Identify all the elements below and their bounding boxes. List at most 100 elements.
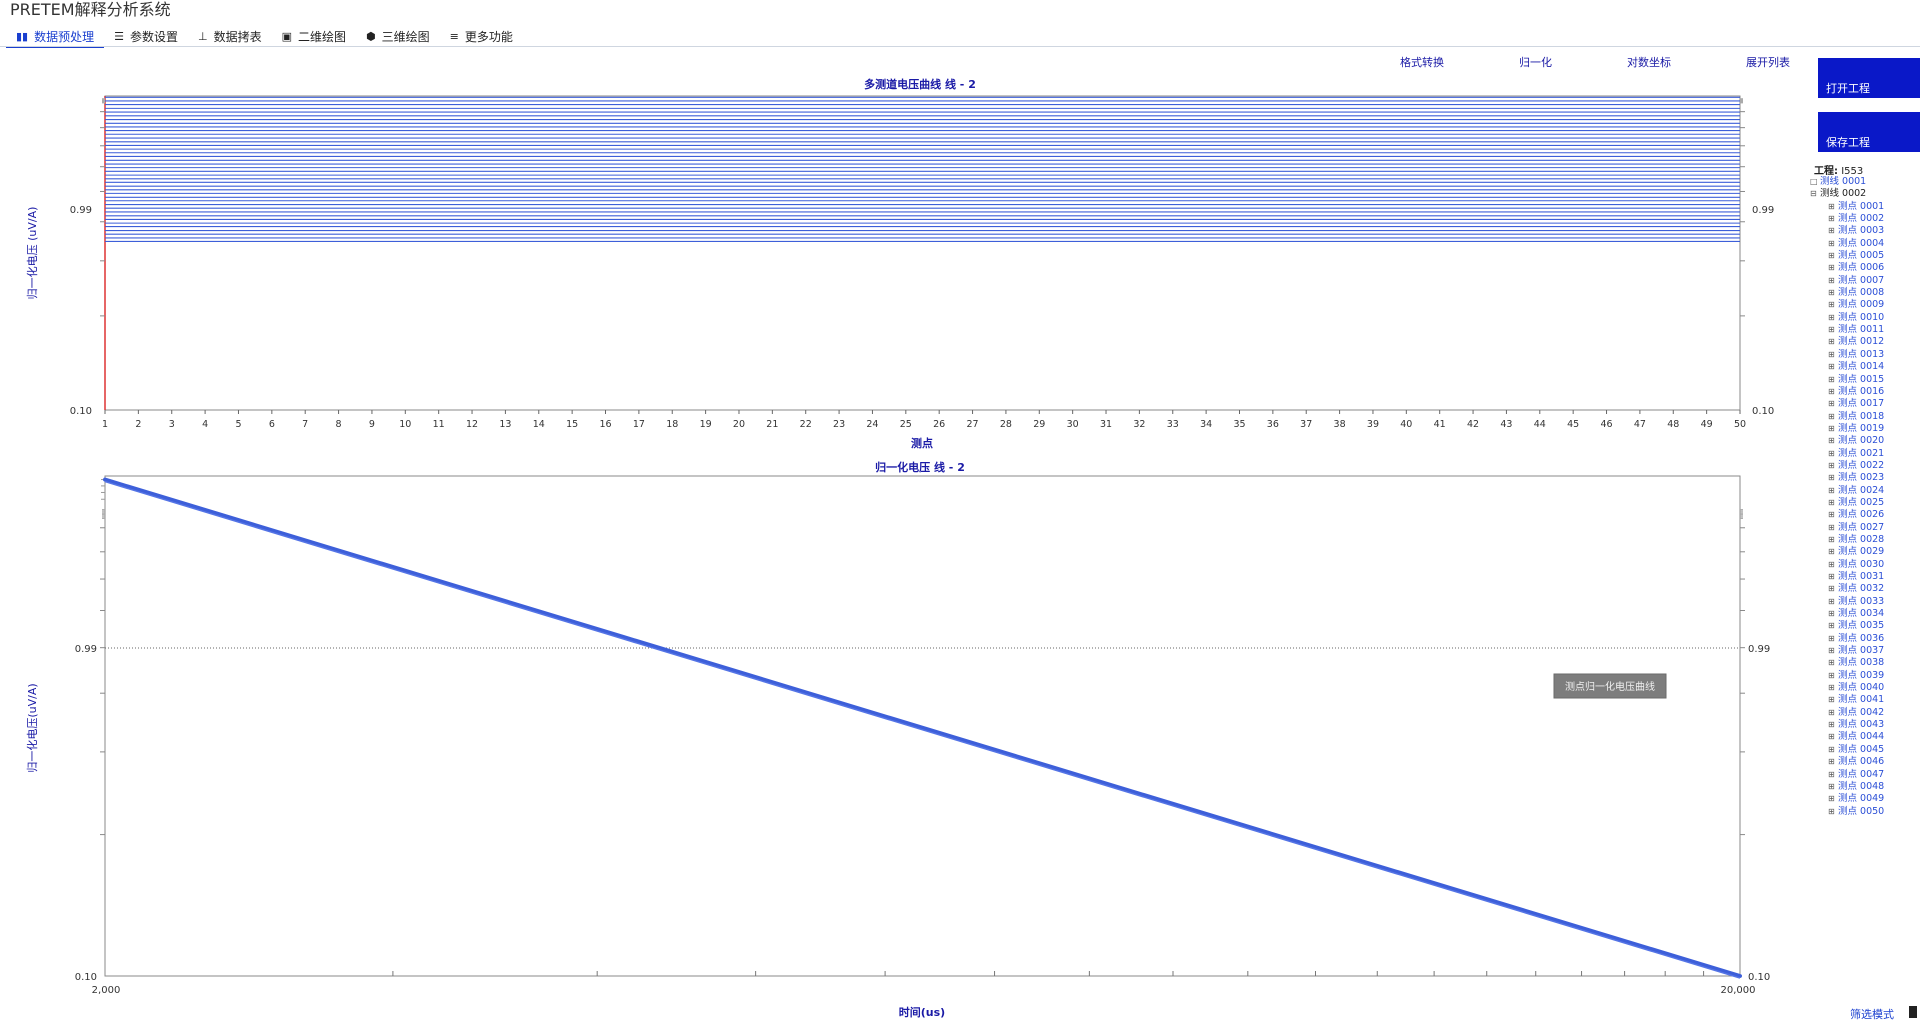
chart2-legend-box[interactable]: [1553, 673, 1667, 699]
tree-point-item[interactable]: ⊞ 测点 0016: [1810, 386, 1920, 398]
tree-toggle-icon[interactable]: ⊞: [1828, 596, 1835, 606]
tree-toggle-icon[interactable]: ⊞: [1828, 460, 1835, 470]
expand-list-button[interactable]: 展开列表: [1746, 56, 1790, 69]
filter-mode-label[interactable]: 筛选模式: [1850, 1008, 1894, 1021]
tree-point-item[interactable]: ⊞ 测点 0013: [1810, 349, 1920, 361]
tree-point-item[interactable]: ⊞ 测点 0037: [1810, 645, 1920, 657]
tree-point-item[interactable]: ⊞ 测点 0041: [1810, 694, 1920, 706]
tree-point-item[interactable]: ⊞ 测点 0007: [1810, 275, 1920, 287]
tree-point-item[interactable]: ⊞ 测点 0044: [1810, 731, 1920, 743]
tree-toggle-icon[interactable]: ⊞: [1828, 312, 1835, 322]
tree-toggle-icon[interactable]: ⊟: [1810, 189, 1817, 199]
tree-point-item[interactable]: ⊞ 测点 0050: [1810, 806, 1920, 818]
tree-toggle-icon[interactable]: ⊞: [1828, 349, 1835, 359]
tree-point-item[interactable]: ⊞ 测点 0019: [1810, 423, 1920, 435]
tree-point-item[interactable]: ⊞ 测点 0027: [1810, 522, 1920, 534]
tab-3d-plot[interactable]: ⬢ 三维绘图: [356, 26, 440, 46]
tree-point-item[interactable]: ⊞ 测点 0034: [1810, 608, 1920, 620]
tree-point-item[interactable]: ⊞ 测点 0006: [1810, 262, 1920, 274]
tree-toggle-icon[interactable]: ⊞: [1828, 473, 1835, 483]
tree-toggle-icon[interactable]: ⊞: [1828, 411, 1835, 421]
tree-toggle-icon[interactable]: ⊞: [1828, 423, 1835, 433]
format-convert-button[interactable]: 格式转换: [1400, 56, 1444, 69]
tree-point-item[interactable]: ⊞ 测点 0024: [1810, 485, 1920, 497]
tree-toggle-icon[interactable]: ⊞: [1828, 436, 1835, 446]
tree-toggle-icon[interactable]: ⊞: [1828, 374, 1835, 384]
tree-toggle-icon[interactable]: ⊞: [1828, 547, 1835, 557]
tree-point-item[interactable]: ⊞ 测点 0011: [1810, 324, 1920, 336]
tree-toggle-icon[interactable]: ⊞: [1828, 670, 1835, 680]
tree-toggle-icon[interactable]: □: [1810, 177, 1818, 186]
tree-toggle-icon[interactable]: ⊞: [1828, 658, 1835, 668]
tree-toggle-icon[interactable]: ⊞: [1828, 510, 1835, 520]
tab-data-preprocess[interactable]: ▮▮ 数据预处理: [6, 26, 105, 48]
normalize-button[interactable]: 归一化: [1519, 56, 1552, 69]
tree-point-item[interactable]: ⊞ 测点 0032: [1810, 583, 1920, 595]
tree-toggle-icon[interactable]: ⊞: [1828, 621, 1835, 631]
tree-toggle-icon[interactable]: ⊞: [1828, 238, 1835, 248]
tree-toggle-icon[interactable]: ⊞: [1828, 448, 1835, 458]
tree-point-item[interactable]: ⊞ 测点 0015: [1810, 374, 1920, 386]
tree-toggle-icon[interactable]: ⊞: [1828, 386, 1835, 396]
tree-toggle-icon[interactable]: ⊞: [1828, 226, 1835, 236]
tree-toggle-icon[interactable]: ⊞: [1828, 522, 1835, 532]
tree-point-item[interactable]: ⊞ 测点 0021: [1810, 448, 1920, 460]
tree-toggle-icon[interactable]: ⊞: [1828, 757, 1835, 767]
tree-toggle-icon[interactable]: ⊞: [1828, 288, 1835, 298]
tree-toggle-icon[interactable]: ⊞: [1828, 646, 1835, 656]
tree-point-item[interactable]: ⊞ 测点 0003: [1810, 225, 1920, 237]
tree-toggle-icon[interactable]: ⊞: [1828, 572, 1835, 581]
tree-point-item[interactable]: ⊞ 测点 0025: [1810, 497, 1920, 509]
tree-point-item[interactable]: ⊞ 测点 0043: [1810, 719, 1920, 731]
tree-toggle-icon[interactable]: ⊞: [1828, 720, 1835, 730]
tree-toggle-icon[interactable]: ⊞: [1828, 695, 1835, 705]
tree-toggle-icon[interactable]: ⊞: [1828, 251, 1835, 261]
tab-param-settings[interactable]: ☰ 参数设置: [104, 26, 188, 46]
tree-toggle-icon[interactable]: ⊞: [1828, 683, 1835, 693]
tree-point-item[interactable]: ⊞ 测点 0048: [1810, 781, 1920, 793]
tree-point-item[interactable]: ⊞ 测点 0010: [1810, 312, 1920, 324]
tree-line-0002[interactable]: ⊟ 测线 0002: [1810, 188, 1920, 200]
tree-point-item[interactable]: ⊞ 测点 0005: [1810, 250, 1920, 262]
tree-point-item[interactable]: ⊞ 测点 0040: [1810, 682, 1920, 694]
tree-point-item[interactable]: ⊞ 测点 0022: [1810, 460, 1920, 472]
tree-toggle-icon[interactable]: ⊞: [1828, 744, 1835, 754]
tree-toggle-icon[interactable]: ⊞: [1828, 362, 1835, 372]
tree-toggle-icon[interactable]: ⊞: [1828, 214, 1835, 224]
tree-point-item[interactable]: ⊞ 测点 0004: [1810, 238, 1920, 250]
log-axis-button[interactable]: 对数坐标: [1627, 56, 1671, 69]
tree-toggle-icon[interactable]: ⊞: [1828, 559, 1835, 569]
tree-point-item[interactable]: ⊞ 测点 0029: [1810, 546, 1920, 558]
save-project-button[interactable]: 保存工程: [1818, 112, 1920, 152]
tab-data-table[interactable]: ⊥ 数据拷表: [188, 26, 272, 46]
tree-point-item[interactable]: ⊞ 测点 0031: [1810, 571, 1920, 583]
tree-point-item[interactable]: ⊞ 测点 0017: [1810, 398, 1920, 410]
tree-toggle-icon[interactable]: ⊞: [1828, 732, 1835, 742]
tree-toggle-icon[interactable]: ⊞: [1828, 201, 1835, 211]
tree-line-0001[interactable]: □ 测线 0001: [1810, 176, 1920, 188]
tree-point-item[interactable]: ⊞ 测点 0014: [1810, 361, 1920, 373]
tree-toggle-icon[interactable]: ⊞: [1828, 794, 1835, 804]
tree-toggle-icon[interactable]: ⊞: [1828, 399, 1835, 409]
tree-point-item[interactable]: ⊞ 测点 0039: [1810, 670, 1920, 682]
tree-toggle-icon[interactable]: ⊞: [1828, 769, 1835, 779]
tab-2d-plot[interactable]: ▣ 二维绘图: [272, 26, 356, 46]
tree-point-item[interactable]: ⊞ 测点 0033: [1810, 596, 1920, 608]
tree-point-item[interactable]: ⊞ 测点 0020: [1810, 435, 1920, 447]
tree-toggle-icon[interactable]: ⊞: [1828, 485, 1835, 495]
tree-point-item[interactable]: ⊞ 测点 0047: [1810, 769, 1920, 781]
tree-toggle-icon[interactable]: ⊞: [1828, 707, 1835, 717]
tree-point-item[interactable]: ⊞ 测点 0008: [1810, 287, 1920, 299]
tree-toggle-icon[interactable]: ⊞: [1828, 300, 1835, 310]
tree-point-item[interactable]: ⊞ 测点 0049: [1810, 793, 1920, 805]
tree-point-item[interactable]: ⊞ 测点 0035: [1810, 620, 1920, 632]
tree-toggle-icon[interactable]: ⊞: [1828, 609, 1835, 619]
tree-point-item[interactable]: ⊞ 测点 0038: [1810, 657, 1920, 669]
tree-point-item[interactable]: ⊞ 测点 0002: [1810, 213, 1920, 225]
tree-point-item[interactable]: ⊞ 测点 0030: [1810, 559, 1920, 571]
tree-point-item[interactable]: ⊞ 测点 0046: [1810, 756, 1920, 768]
tab-more-functions[interactable]: ≡ 更多功能: [440, 26, 523, 46]
tree-point-item[interactable]: ⊞ 测点 0042: [1810, 707, 1920, 719]
tree-point-item[interactable]: ⊞ 测点 0009: [1810, 299, 1920, 311]
tree-point-item[interactable]: ⊞ 测点 0023: [1810, 472, 1920, 484]
